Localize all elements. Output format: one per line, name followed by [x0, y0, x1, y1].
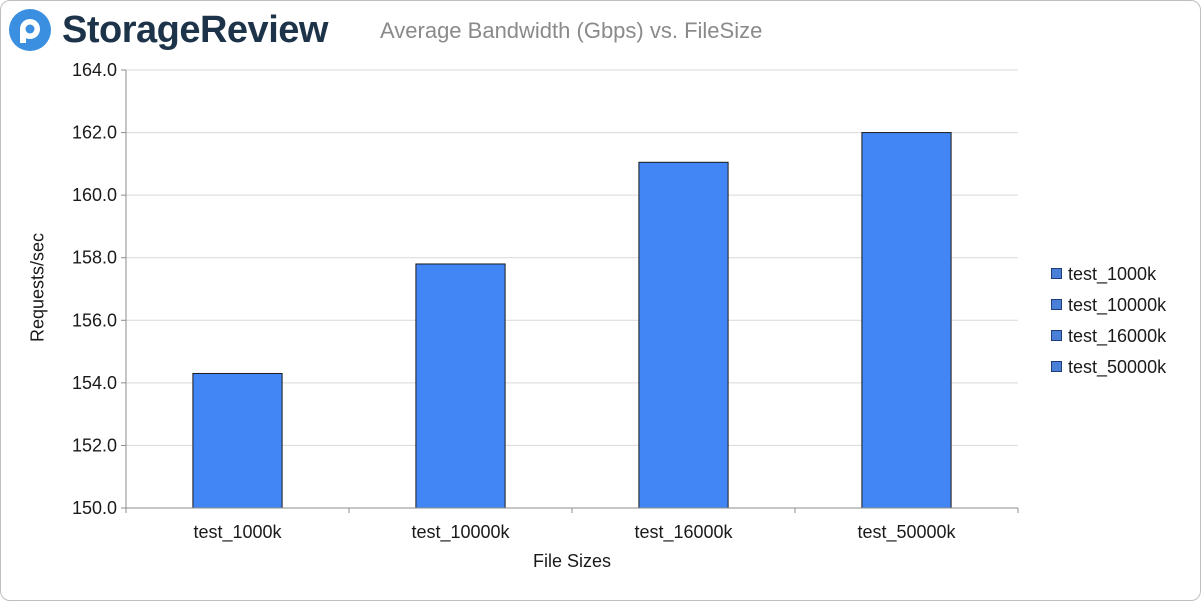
bar — [638, 161, 729, 509]
legend-label: test_16000k — [1068, 325, 1167, 346]
x-tick-label: test_16000k — [634, 522, 733, 543]
legend: test_1000k test_10000k test_16000k test_… — [1051, 258, 1166, 382]
y-tick-label: 150.0 — [72, 498, 117, 518]
chart-title: Average Bandwidth (Gbps) vs. FileSize — [380, 18, 763, 43]
y-axis-label: Requests/sec — [27, 232, 48, 343]
bar — [415, 263, 506, 509]
y-tick-label: 156.0 — [72, 310, 117, 330]
storagereview-logo-icon — [9, 9, 51, 51]
legend-swatch — [1051, 268, 1062, 279]
y-tick-label: 154.0 — [72, 373, 117, 393]
legend-item: test_10000k — [1051, 289, 1166, 320]
legend-label: test_10000k — [1068, 294, 1167, 315]
y-tick-label: 158.0 — [72, 248, 117, 268]
y-tick-label: 162.0 — [72, 123, 117, 143]
brand: StorageReview — [8, 8, 328, 52]
y-tick-label: 152.0 — [72, 435, 117, 455]
x-tick-label: test_10000k — [411, 522, 510, 543]
y-tick-labels: 150.0 152.0 154.0 156.0 158.0 160.0 162.0 164.0 — [72, 60, 117, 518]
legend-item: test_1000k — [1051, 258, 1166, 289]
legend-item: test_16000k — [1051, 320, 1166, 351]
bar — [192, 372, 283, 509]
x-tick-labels: test_1000k test_10000k test_16000k test_500… — [193, 522, 956, 543]
x-tick-label: test_1000k — [193, 522, 282, 543]
legend-label: test_50000k — [1068, 356, 1167, 377]
y-tick-label: 164.0 — [72, 60, 117, 80]
y-tick-label: 160.0 — [72, 185, 117, 205]
legend-swatch — [1051, 330, 1062, 341]
legend-swatch — [1051, 361, 1062, 372]
legend-label: test_1000k — [1068, 263, 1157, 284]
legend-swatch — [1051, 299, 1062, 310]
brand-name: StorageReview — [62, 9, 328, 51]
bars — [192, 132, 952, 509]
x-axis-label: File Sizes — [532, 551, 612, 571]
x-tick-label: test_50000k — [857, 522, 956, 543]
axes — [121, 69, 1019, 513]
bar — [861, 132, 952, 509]
legend-item: test_50000k — [1051, 351, 1166, 382]
